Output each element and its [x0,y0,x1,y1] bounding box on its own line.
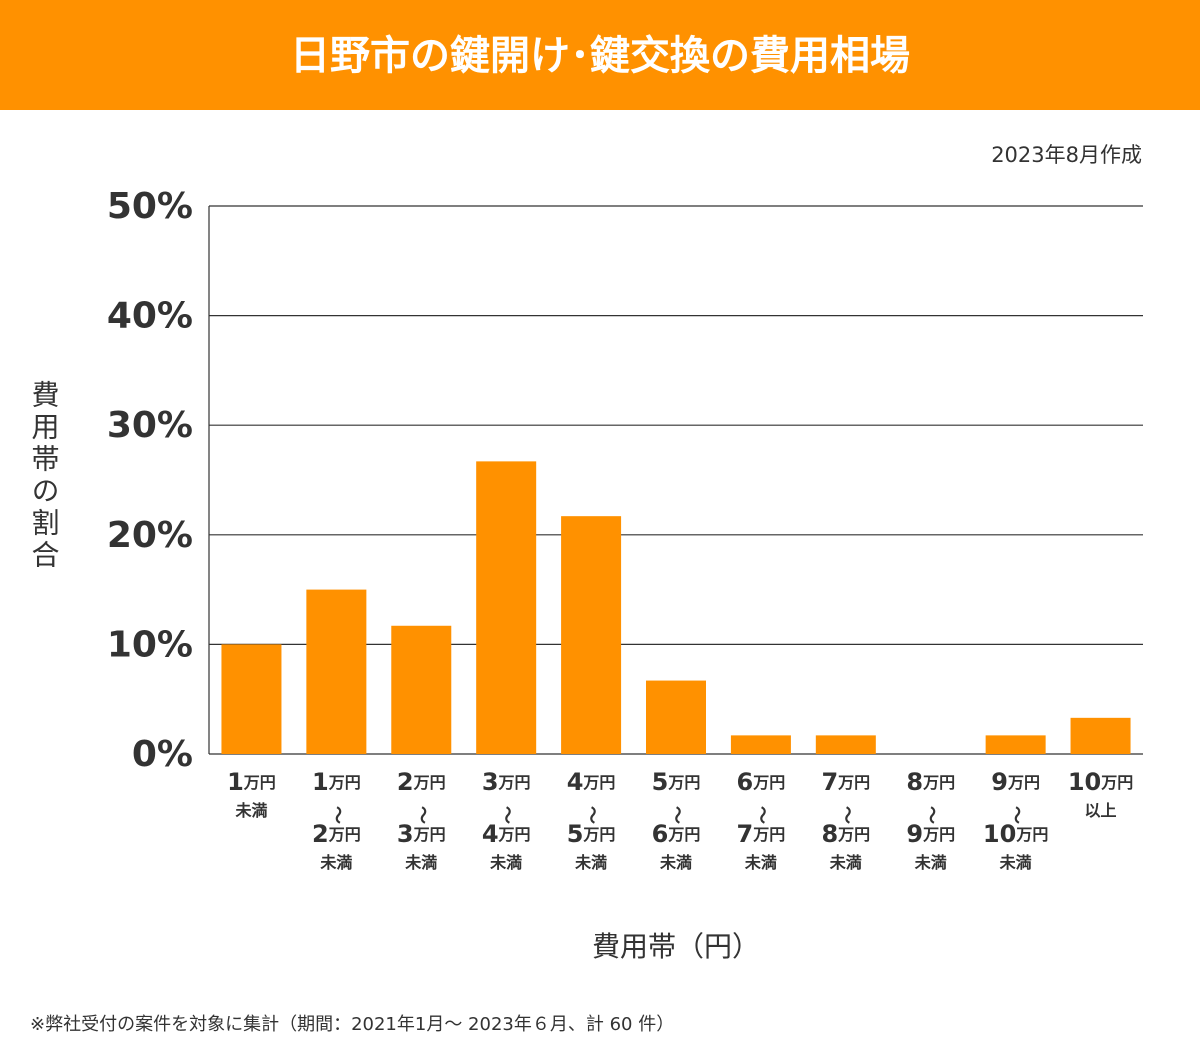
x-axis-label: 費用帯（円） [592,930,760,963]
x-tick-label: 8万円 [821,820,870,848]
x-tick-label: 1万円 [312,768,361,796]
x-tick-label: 未満 [914,853,947,872]
x-tick-label: 〜 [1006,806,1027,824]
bar [646,680,706,754]
x-tick-label: 未満 [489,853,522,872]
x-tick-label: 〜 [921,806,942,824]
x-tick-label: 未満 [999,853,1032,872]
x-tick-label: 〜 [751,806,772,824]
y-tick-label: 0% [132,734,193,775]
bar [1070,717,1131,754]
x-tick-label: 未満 [234,801,267,820]
x-tick-label: 7万円 [737,820,786,848]
bar [815,735,876,754]
y-tick-label: 20% [107,515,193,556]
x-tick-label: 5万円 [567,820,616,848]
x-tick-label: 2万円 [397,768,446,796]
x-tick-label: 3万円 [482,768,531,796]
bar [306,589,367,754]
x-tick-label: 未満 [319,853,352,872]
x-tick-label: 10万円 [983,820,1048,848]
y-tick-label: 40% [107,296,193,337]
x-tick-label: 〜 [666,806,687,824]
y-axis-label: 費用帯の割合 [28,380,61,572]
bar [221,644,282,754]
x-tick-label: 未満 [744,853,777,872]
bar [476,461,537,754]
x-tick-label: 〜 [411,806,432,824]
x-tick-label: 4万円 [567,768,616,796]
bar [985,735,1046,754]
x-tick-label: 以上 [1085,801,1117,820]
y-tick-label: 30% [107,405,193,446]
x-tick-label: 7万円 [821,768,870,796]
x-tick-label: 未満 [404,853,437,872]
x-tick-label: 〜 [326,806,347,824]
header-band [0,0,1200,110]
y-tick-label: 50% [107,186,193,227]
x-tick-label: 〜 [581,806,602,824]
bar [391,625,452,754]
x-tick-label: 未満 [659,853,692,872]
x-tick-label: 〜 [836,806,857,824]
x-tick-label: 未満 [829,853,862,872]
x-tick-label: 未満 [574,853,607,872]
x-tick-label: 3万円 [397,820,446,848]
x-tick-label: 10万円 [1068,768,1133,796]
x-tick-label: 5万円 [652,768,701,796]
y-tick-label: 10% [107,624,193,665]
bar [730,735,791,754]
chart-subtitle: 2023年8月作成 [991,143,1142,167]
x-tick-label: 8万円 [906,768,955,796]
x-tick-label: 9万円 [991,768,1040,796]
x-tick-label: 9万円 [906,820,955,848]
bar [561,516,622,754]
x-tick-label: 4万円 [482,820,531,848]
x-tick-label: 6万円 [652,820,701,848]
x-tick-label: 6万円 [737,768,786,796]
chart-title: 日野市の鍵開け･鍵交換の費用相場 [290,33,910,79]
x-tick-label: 1万円 [227,768,276,796]
x-tick-label: 2万円 [312,820,361,848]
x-tick-label: 〜 [496,806,517,824]
footnote: ※弊社受付の案件を対象に集計（期間：2021年1月～ 2023年６月、計 60 … [30,1014,674,1035]
